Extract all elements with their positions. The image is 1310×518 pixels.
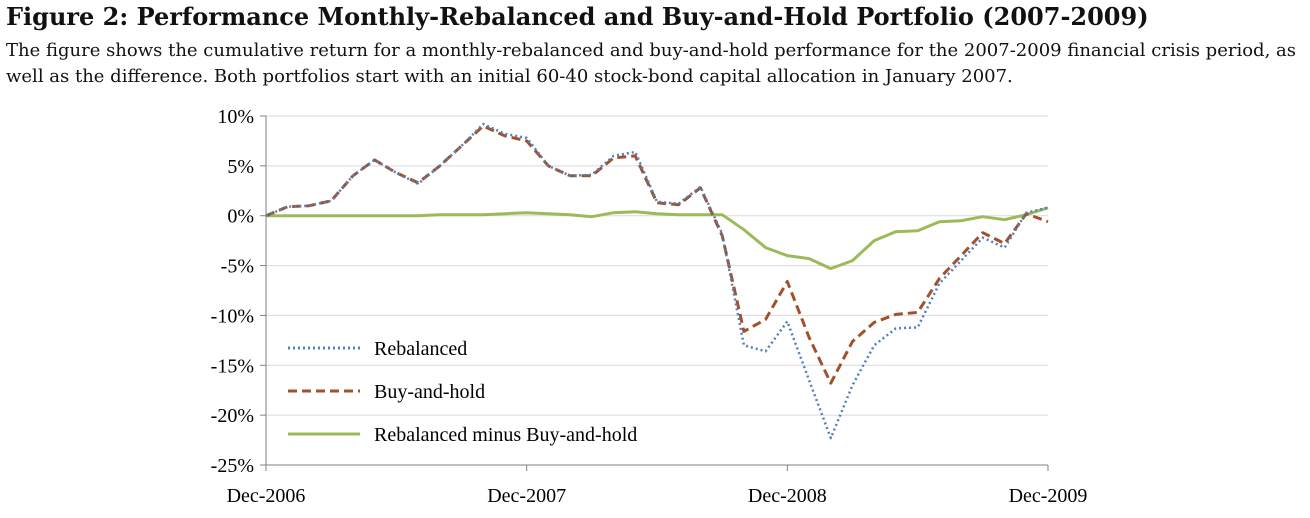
y-tick-label: -5%: [221, 256, 254, 278]
y-tick-label: 0%: [227, 206, 254, 228]
legend-label: Rebalanced minus Buy-and-hold: [374, 424, 637, 446]
figure-title: Figure 2: Performance Monthly-Rebalanced…: [6, 2, 1149, 31]
x-tick-label: Dec-2009: [1009, 485, 1088, 507]
y-tick-label: -20%: [211, 405, 254, 427]
y-tick-label: 10%: [217, 106, 254, 128]
x-tick-label: Dec-2008: [748, 485, 827, 507]
series-lines: [265, 122, 1049, 440]
y-tick-label: -25%: [211, 455, 254, 477]
axes: 10% 5% 0% -5% -10% -15% -20% -25% Dec-2006 Dec-20…: [211, 106, 1088, 507]
x-tick-label: Dec-2007: [487, 485, 566, 507]
legend-label: Rebalanced: [374, 338, 467, 360]
y-tick-label: 5%: [227, 156, 254, 178]
legend: Rebalanced Buy-and-hold Rebalanced minus B…: [288, 338, 637, 446]
legend-label: Buy-and-hold: [374, 381, 485, 403]
x-tick-label: Dec-2006: [227, 485, 306, 507]
series-line-rebalanced-minus-buy-and-hold: [266, 206, 1049, 271]
y-tick-label: -10%: [211, 305, 254, 327]
figure-caption: The figure shows the cumulative return f…: [6, 40, 1296, 87]
y-tick-label: -15%: [211, 355, 254, 377]
gridlines: [266, 115, 1048, 416]
